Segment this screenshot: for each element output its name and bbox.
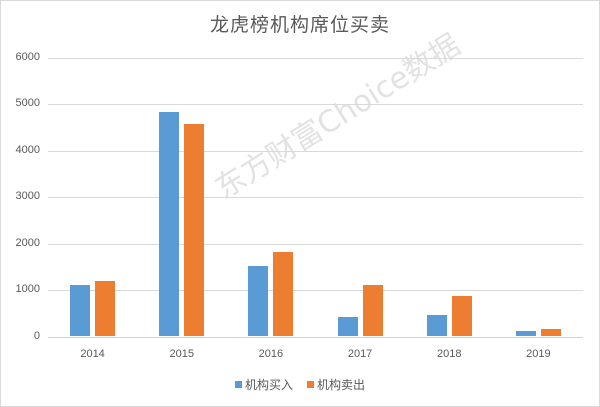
x-tick-label: 2019 [526,348,551,360]
legend: 机构买入 机构卖出 [0,376,600,393]
bar-buy-2019 [515,331,536,337]
y-tick-label: 4000 [15,144,40,156]
legend-swatch-buy [234,381,242,388]
bar-buy-2017 [337,316,358,337]
bar-sell-2014 [95,280,116,337]
bar-buy-2018 [426,315,447,337]
gridline [48,58,583,59]
y-tick-label: 1000 [15,283,40,295]
legend-item-sell: 机构卖出 [307,376,365,393]
bar-sell-2017 [362,284,383,337]
legend-item-buy: 机构买入 [234,376,293,393]
gridline [48,104,583,105]
gridline [48,151,583,152]
y-tick-label: 0 [33,330,40,342]
legend-swatch-sell [307,381,314,388]
x-tick-label: 2017 [347,348,373,360]
gridline [48,197,583,198]
bar-sell-2015 [184,123,205,337]
bar-sell-2019 [540,328,561,337]
bar-buy-2014 [70,285,91,337]
legend-label-sell: 机构卖出 [317,378,366,392]
bar-buy-2016 [248,266,269,337]
x-tick-label: 2018 [437,348,462,360]
x-axis-line [48,337,583,338]
y-tick-label: 5000 [15,97,40,109]
legend-label-buy: 机构买入 [244,378,293,392]
x-tick-label: 2016 [258,348,284,360]
x-tick-label: 2015 [169,348,194,360]
y-tick-label: 2000 [15,237,40,249]
gridline [48,290,583,291]
y-tick-label: 6000 [15,51,40,63]
bar-sell-2016 [273,252,294,337]
chart-title: 龙虎榜机构席位买卖 [209,14,390,36]
gridline [48,244,583,245]
x-tick-label: 2014 [80,348,105,360]
bar-sell-2018 [451,296,472,337]
y-tick-label: 3000 [15,190,40,202]
bar-buy-2015 [159,111,180,337]
